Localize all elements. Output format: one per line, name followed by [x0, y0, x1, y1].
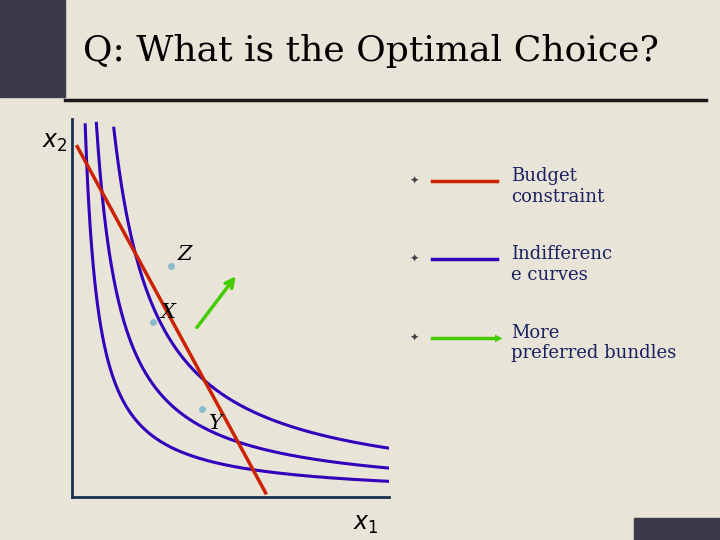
Text: Budget
constraint: Budget constraint — [511, 167, 605, 206]
Text: Z: Z — [178, 245, 192, 264]
Text: ✦: ✦ — [409, 254, 419, 264]
Text: More
preferred bundles: More preferred bundles — [511, 323, 677, 362]
Text: Indifferenc
e curves: Indifferenc e curves — [511, 245, 612, 284]
Text: X: X — [160, 303, 175, 322]
Text: ✦: ✦ — [409, 333, 419, 342]
Text: $x_1$: $x_1$ — [353, 513, 378, 536]
Text: ▶: ▶ — [495, 333, 503, 342]
Text: ✦: ✦ — [409, 176, 419, 186]
Text: Q: What is the Optimal Choice?: Q: What is the Optimal Choice? — [83, 35, 659, 68]
Text: Y: Y — [210, 414, 223, 433]
Text: $x_2$: $x_2$ — [42, 131, 67, 154]
